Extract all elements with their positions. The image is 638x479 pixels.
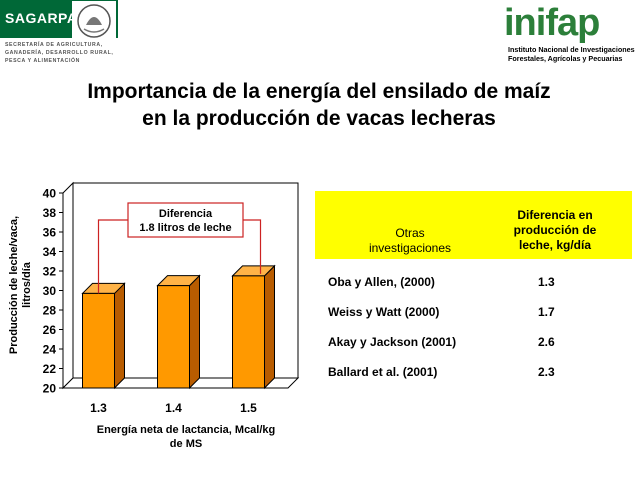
table-cell-study: Weiss y Watt (2000) [328,305,440,319]
inifap-logo-text: inifap [504,2,600,44]
table-header-line: producción de [513,223,597,237]
annotation-text-line1: Diferencia [159,208,213,220]
table-header-line: leche, kg/día [518,238,592,252]
bar [232,275,265,389]
y-tick-label: 22 [43,362,57,376]
table-header-line: Otras [395,226,425,240]
x-tick-label: 1.5 [240,401,257,415]
x-tick-label: 1.3 [90,401,107,415]
table-cell-study: Oba y Allen, (2000) [328,275,435,289]
bar-side [114,282,125,390]
x-axis-label-line: de MS [169,438,203,450]
slide-title-line: Importancia de la energía del ensilado d… [87,80,551,103]
slide-title: Importancia de la energía del ensilado d… [0,78,638,132]
plot-side-wall [62,181,74,390]
table-header-studies: Otras investigaciones [340,226,480,256]
y-tick-label: 20 [43,382,57,396]
bar [157,285,190,389]
sagarpa-subtitle-line: PESCA Y ALIMENTACIÓN [5,58,81,64]
annotation-connector-right [243,219,262,274]
inifap-subtitle-line: Forestales, Agrícolas y Pecuarias [508,54,623,63]
annotation-text-line2: 1.8 litros de leche [139,222,231,234]
table-row: Weiss y Watt (2000) 1.7 [328,305,628,335]
y-tick-label: 34 [43,245,57,259]
table-cell-value: 2.6 [538,335,555,349]
bar [82,292,115,389]
sagarpa-subtitle-line: GANADERÍA, DESARROLLO RURAL, [5,50,114,56]
slide-title-line: en la producción de vacas lecheras [142,107,496,130]
y-tick-label: 38 [43,206,57,220]
sagarpa-subtitle: SECRETARÍA DE AGRICULTURA, GANADERÍA, DE… [5,41,125,65]
x-axis-label-line: Energía neta de lactancia, Mcal/kg [96,424,276,436]
table-cell-study: Akay y Jackson (2001) [328,335,457,349]
bar-side [189,274,200,390]
table-row: Akay y Jackson (2001) 2.6 [328,335,628,365]
bar-side [264,264,275,390]
table-header-line: Diferencia en [517,208,593,222]
mexico-seal-icon [72,1,116,41]
table-cell-value: 1.7 [538,305,555,319]
table-row: Oba y Allen, (2000) 1.3 [328,275,628,305]
annotation-box [127,202,244,238]
y-tick-label: 30 [43,284,57,298]
table-cell-study: Ballard et al. (2001) [328,365,438,379]
table-row: Ballard et al. (2001) 2.3 [328,365,628,395]
annotation-connector-left [97,219,128,294]
y-tick-label: 36 [43,226,57,240]
table-body: Oba y Allen, (2000) 1.3 Weiss y Watt (20… [328,275,628,395]
x-axis-label: Energía neta de lactancia, Mcal/kg de MS [74,423,298,451]
y-tick-label: 28 [43,304,57,318]
sagarpa-subtitle-line: SECRETARÍA DE AGRICULTURA, [5,42,103,48]
y-tick-label: 32 [43,265,57,279]
y-tick-label: 40 [43,187,57,201]
x-tick-label: 1.4 [165,401,182,415]
table-cell-value: 2.3 [538,365,555,379]
inifap-subtitle-line: Instituto Nacional de Investigaciones [508,45,635,54]
table-header-band [315,191,632,259]
y-tick-label: 26 [43,323,57,337]
table-cell-value: 1.3 [538,275,555,289]
y-tick-label: 24 [43,343,57,357]
sagarpa-logo-text: SAGARPA [5,10,78,26]
table-header-difference: Diferencia en producción de leche, kg/dí… [480,208,630,253]
table-header-line: investigaciones [368,241,452,255]
inifap-subtitle: Instituto Nacional de Investigaciones Fo… [508,45,635,63]
